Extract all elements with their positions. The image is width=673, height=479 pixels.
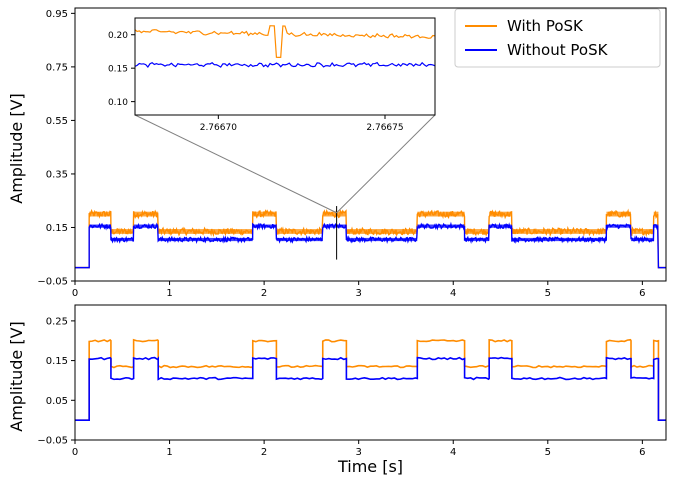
y-tick-label: 0.10 <box>108 98 128 108</box>
y-tick-label: −0.05 <box>37 277 68 288</box>
y-tick-label: 0.55 <box>46 116 68 127</box>
y-tick-label: 0.25 <box>46 316 68 327</box>
series-band <box>511 229 607 234</box>
inset-y-ticks: 0.10 0.15 0.20 <box>108 31 135 108</box>
series-band <box>489 224 512 228</box>
series-band <box>158 229 253 234</box>
series-band <box>464 229 490 234</box>
series-band <box>276 229 323 234</box>
series-band <box>653 211 659 217</box>
series-band <box>417 211 465 217</box>
x-tick-label: 2.76675 <box>366 123 403 133</box>
series-band <box>158 237 253 242</box>
x-tick-label: 2.76670 <box>200 123 237 133</box>
bottom-series-without-posk <box>75 356 666 421</box>
x-tick-label: 0 <box>72 447 78 458</box>
series-band <box>322 224 347 228</box>
bottom-series-with-posk <box>75 338 666 421</box>
x-tick-label: 1 <box>166 288 172 299</box>
y-tick-label: 0.15 <box>46 356 68 367</box>
y-tick-label: 0.20 <box>108 31 128 41</box>
series-band <box>252 211 277 217</box>
y-tick-label: 0.35 <box>46 169 68 180</box>
series-band <box>252 224 277 228</box>
y-tick-label: 0.95 <box>46 9 68 20</box>
top-plot-frame <box>74 7 667 282</box>
inset-series-with-posk <box>134 25 436 59</box>
series-band <box>133 224 159 228</box>
series-band <box>511 237 607 242</box>
inset-frame <box>134 17 436 116</box>
legend-label-without-posk: Without PoSK <box>507 41 609 59</box>
series-band <box>631 237 654 242</box>
bottom-x-axis-label: Time [s] <box>337 457 403 476</box>
series-band <box>346 229 418 234</box>
series-band <box>631 229 654 234</box>
series-band <box>133 211 159 217</box>
bottom-y-ticks: −0.05 0.05 0.15 0.25 <box>37 316 75 447</box>
x-tick-label: 6 <box>639 288 645 299</box>
bottom-x-ticks: 0 1 2 3 4 5 6 <box>72 440 646 458</box>
top-plot: 0 1 2 3 4 5 6 −0.05 0.15 0.35 0.55 0.75 0.95 Amplit… <box>7 7 667 299</box>
top-y-axis-label: Amplitude [V] <box>7 93 26 204</box>
inset-x-ticks: 2.76670 2.76675 <box>200 115 404 133</box>
series-line <box>75 338 666 421</box>
legend: With PoSK Without PoSK <box>454 8 661 68</box>
x-tick-label: 6 <box>639 447 645 458</box>
inset-connector-right <box>336 114 436 214</box>
series-band <box>606 224 632 228</box>
x-tick-label: 5 <box>545 288 551 299</box>
x-tick-label: 4 <box>450 447 456 458</box>
top-series-without-posk <box>75 221 666 269</box>
x-tick-label: 5 <box>545 447 551 458</box>
series-band <box>89 224 111 228</box>
series-line <box>75 356 666 421</box>
x-tick-label: 3 <box>355 447 361 458</box>
y-tick-label: −0.05 <box>37 436 68 447</box>
y-tick-label: 0.15 <box>46 223 68 234</box>
y-tick-label: 0.15 <box>108 65 128 75</box>
series-band <box>89 211 111 217</box>
top-series-with-posk <box>75 208 666 269</box>
top-y-ticks: −0.05 0.15 0.35 0.55 0.75 0.95 <box>37 9 75 288</box>
series-band <box>464 237 490 242</box>
x-tick-label: 3 <box>355 288 361 299</box>
inset-series-without-posk <box>134 61 436 68</box>
series-band <box>653 224 659 228</box>
legend-box <box>454 8 661 68</box>
inset-connector-left <box>134 114 337 214</box>
x-tick-label: 2 <box>261 288 267 299</box>
bottom-y-axis-label: Amplitude [V] <box>7 321 26 432</box>
series-band <box>489 211 512 217</box>
x-tick-label: 2 <box>261 447 267 458</box>
inset-background <box>135 18 435 115</box>
legend-label-with-posk: With PoSK <box>507 17 584 35</box>
series-band <box>322 211 347 217</box>
series-band <box>110 237 134 242</box>
y-tick-label: 0.05 <box>46 396 68 407</box>
series-band <box>417 224 465 228</box>
bottom-plot-frame <box>74 304 667 441</box>
x-tick-label: 1 <box>166 447 172 458</box>
x-tick-label: 0 <box>72 288 78 299</box>
series-band <box>346 237 418 242</box>
x-tick-label: 4 <box>450 288 456 299</box>
y-tick-label: 0.75 <box>46 62 68 73</box>
series-band <box>276 237 323 242</box>
series-band <box>606 211 632 217</box>
inset-plot: 2.76670 2.76675 0.10 0.15 0.20 <box>108 17 436 133</box>
series-band <box>110 229 134 234</box>
top-x-ticks: 0 1 2 3 4 5 6 <box>72 281 646 299</box>
